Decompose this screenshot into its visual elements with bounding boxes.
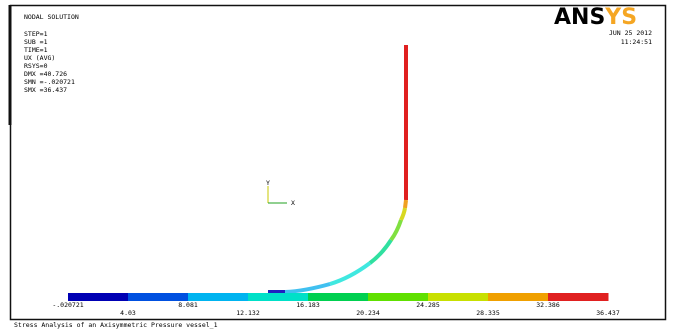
legend-swatch xyxy=(248,293,309,301)
caption: Stress Analysis of an Axisymmetric Press… xyxy=(14,321,218,329)
shell-seg xyxy=(405,200,406,208)
legend-label: 24.285 xyxy=(416,301,440,309)
time: 11:24:51 xyxy=(621,38,652,46)
legend-label: 36.437 xyxy=(596,309,620,317)
page: { "header": {"title": "NODAL SOLUTION", … xyxy=(0,0,678,331)
legend-swatch xyxy=(68,293,129,301)
status-line: SUB =1 xyxy=(24,38,48,46)
legend-label: 12.132 xyxy=(236,309,260,317)
status-line: SMN =-.020721 xyxy=(24,78,75,86)
plot-title: NODAL SOLUTION xyxy=(24,13,79,21)
legend-swatch xyxy=(188,293,249,301)
status-line: UX (AVG) xyxy=(24,54,55,62)
legend-label: 8.081 xyxy=(178,301,198,309)
legend-label: -.020721 xyxy=(52,301,83,309)
logo-accent: YS xyxy=(604,5,637,30)
status-line: DMX =40.726 xyxy=(24,70,67,78)
legend-label: 20.234 xyxy=(356,309,380,317)
legend-swatch xyxy=(548,293,609,301)
status-line: TIME=1 xyxy=(24,46,48,54)
status-line: RSYS=0 xyxy=(24,62,48,70)
logo-main: ANS xyxy=(554,5,605,30)
legend-swatch xyxy=(128,293,189,301)
legend-label: 32.386 xyxy=(536,301,560,309)
triad-x-label: X xyxy=(291,199,295,207)
viewport: NODAL SOLUTION ANSYS JUN 25 2012 11:24:5… xyxy=(0,0,678,331)
date: JUN 25 2012 xyxy=(609,29,652,37)
status-line: SMX =36.437 xyxy=(24,86,67,94)
legend-label: 28.335 xyxy=(476,309,500,317)
legend-swatch xyxy=(308,293,369,301)
legend-swatch xyxy=(488,293,549,301)
triad-y-label: Y xyxy=(266,179,270,187)
status-line: STEP=1 xyxy=(24,30,48,38)
legend-label: 16.183 xyxy=(296,301,320,309)
legend-swatch xyxy=(428,293,489,301)
legend-swatch xyxy=(368,293,429,301)
logo: ANSYS xyxy=(554,5,637,30)
legend-label: 4.03 xyxy=(120,309,136,317)
